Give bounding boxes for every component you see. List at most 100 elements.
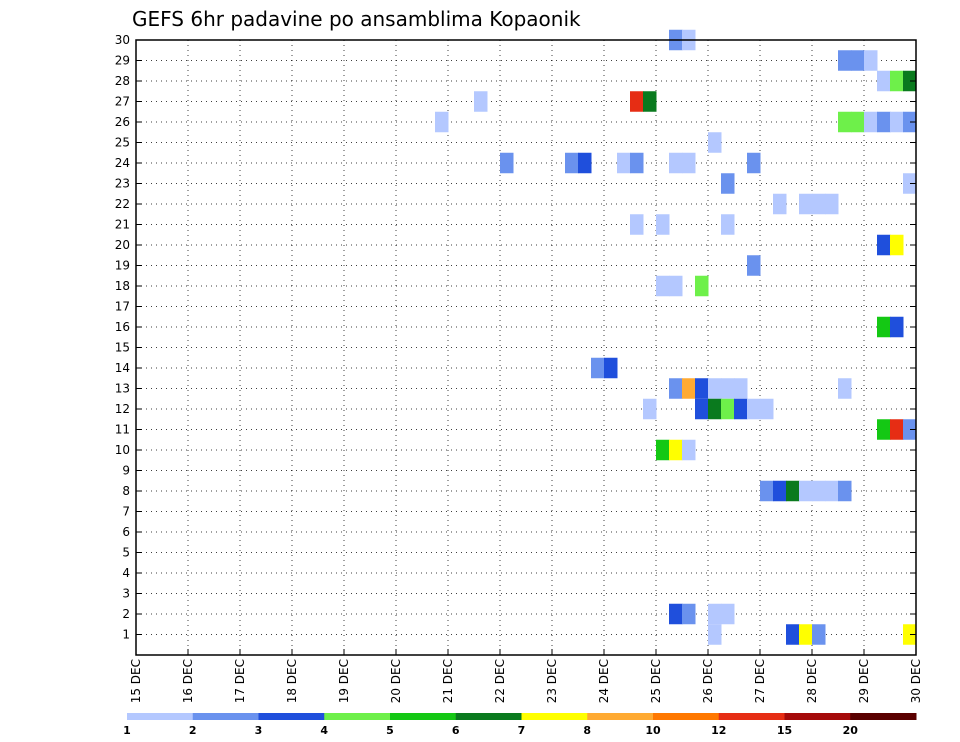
x-tick-label: 15 DEC (129, 659, 143, 703)
y-tick-label: 27 (115, 95, 130, 109)
y-tick-label: 12 (115, 402, 130, 416)
precip-cell (903, 111, 917, 133)
y-axis-ticks: 1234567891011121314151617181920212223242… (115, 33, 916, 642)
x-tick-label: 27 DEC (753, 659, 767, 703)
precip-cell (617, 152, 631, 174)
precip-cell (734, 378, 748, 399)
colorbar-swatch (258, 713, 325, 720)
x-tick-label: 17 DEC (233, 659, 247, 703)
precip-cell (669, 439, 683, 461)
precip-cell (708, 378, 722, 399)
x-tick-label: 25 DEC (649, 659, 663, 703)
colorbar-swatch (192, 713, 259, 720)
precip-cell (890, 70, 904, 92)
colorbar-label: 12 (711, 724, 726, 737)
precip-cell (721, 398, 735, 420)
precip-cell (877, 111, 891, 133)
y-tick-label: 20 (115, 238, 130, 252)
precip-cell (682, 152, 696, 174)
x-tick-label: 22 DEC (493, 659, 507, 703)
colorbar-swatch (521, 713, 588, 720)
precip-cell (799, 480, 813, 502)
y-tick-label: 15 (115, 341, 130, 355)
precip-cell (565, 152, 579, 174)
precip-cell (643, 398, 657, 420)
colorbar-label: 20 (843, 724, 859, 737)
precip-cell (708, 132, 722, 153)
precip-cell (825, 193, 839, 215)
x-tick-label: 18 DEC (285, 659, 299, 703)
data-cells (435, 29, 917, 645)
precip-cell (864, 50, 878, 71)
y-tick-label: 28 (115, 74, 130, 88)
y-tick-label: 17 (115, 300, 130, 314)
precip-cell (435, 111, 449, 133)
precip-cell (890, 234, 904, 256)
precip-cell (721, 214, 735, 235)
y-tick-label: 1 (122, 628, 130, 642)
precip-cell (838, 378, 852, 399)
y-tick-label: 25 (115, 136, 130, 150)
y-tick-label: 9 (122, 464, 130, 478)
precip-cell (864, 111, 878, 133)
x-tick-label: 21 DEC (441, 659, 455, 703)
precip-cell (838, 50, 852, 71)
precip-cell (890, 111, 904, 133)
precip-cell (656, 275, 670, 297)
precip-cell (656, 214, 670, 235)
y-tick-label: 18 (115, 279, 130, 293)
precip-cell (903, 173, 917, 194)
y-tick-label: 14 (115, 361, 130, 375)
y-tick-label: 7 (122, 505, 130, 519)
colorbar-swatch (850, 713, 917, 720)
precip-cell (877, 234, 891, 256)
y-tick-label: 11 (115, 423, 130, 437)
precip-cell (877, 70, 891, 92)
y-tick-label: 22 (115, 197, 130, 211)
precip-cell (812, 193, 826, 215)
colorbar-swatch (718, 713, 785, 720)
y-tick-label: 6 (122, 525, 130, 539)
precip-cell (604, 357, 618, 379)
precip-cell (708, 624, 722, 645)
x-tick-label: 26 DEC (701, 659, 715, 703)
precip-cell (786, 480, 800, 502)
precip-cell (890, 419, 904, 440)
precip-cell (747, 398, 761, 420)
precip-cell (630, 91, 644, 112)
precip-cell (747, 255, 761, 276)
y-tick-label: 30 (115, 33, 130, 47)
y-tick-label: 16 (115, 320, 130, 334)
precip-cell (721, 173, 735, 194)
precip-cell (656, 439, 670, 461)
precip-cell (474, 91, 488, 112)
precip-cell (773, 193, 787, 215)
colorbar-label: 15 (777, 724, 792, 737)
y-tick-label: 3 (122, 587, 130, 601)
colorbar-label: 6 (452, 724, 460, 737)
precip-cell (838, 480, 852, 502)
colorbar-label: 7 (518, 724, 526, 737)
precip-cell (578, 152, 592, 174)
x-tick-label: 20 DEC (389, 659, 403, 703)
precip-cell (903, 70, 917, 92)
y-tick-label: 5 (122, 546, 130, 560)
precip-cell (903, 624, 917, 645)
precip-cell (747, 152, 761, 174)
x-axis-ticks: 15 DEC 16 DEC 17 DEC 18 DEC 19 DEC 20 DEC 21 D… (129, 649, 923, 703)
precip-cell (890, 316, 904, 338)
colorbar-label: 1 (123, 724, 131, 737)
colorbar-label: 10 (645, 724, 661, 737)
colorbar-label: 3 (255, 724, 263, 737)
colorbar-swatch (390, 713, 457, 720)
precip-cell (669, 152, 683, 174)
colorbar-swatch (587, 713, 654, 720)
precip-cell (760, 480, 774, 502)
precip-cell (721, 603, 735, 625)
colorbar: 1 2 3 4 5 6 7 8 10 12 15 20 (123, 713, 917, 737)
precip-cell (682, 603, 696, 625)
precip-cell (851, 50, 865, 71)
grid-lines (136, 39, 916, 655)
precip-cell (812, 480, 826, 502)
